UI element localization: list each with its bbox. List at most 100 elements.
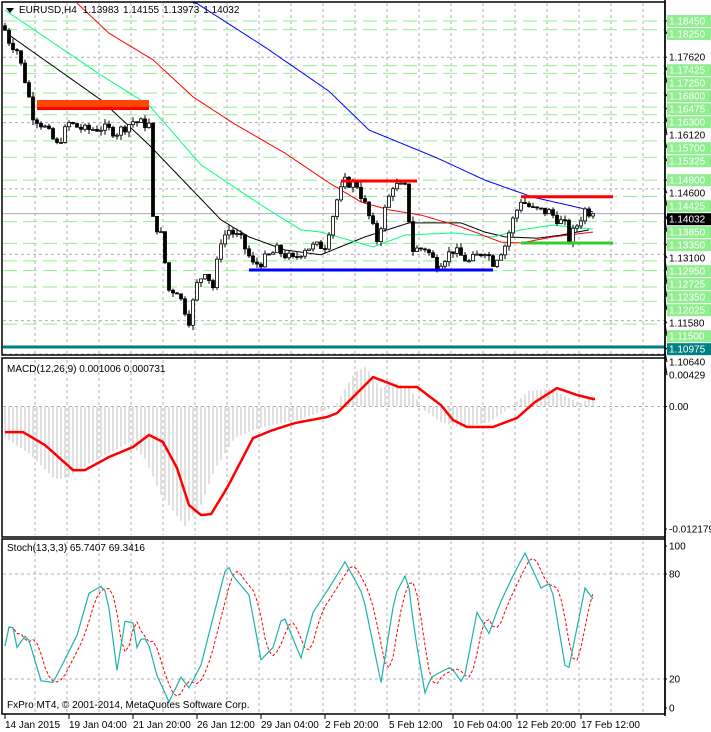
candle — [147, 118, 151, 129]
ohlc-open: 1.13983 — [83, 5, 120, 16]
candle-body — [443, 261, 447, 267]
time-label: 21 Jan 20:00 — [133, 720, 191, 731]
level-price-label: 1.17425 — [669, 66, 706, 77]
candle-body — [511, 217, 515, 234]
level-price-label-bg — [667, 174, 711, 187]
axis-tick — [664, 260, 668, 272]
candle — [527, 201, 531, 208]
grid — [3, 3, 665, 712]
macd-axis-label-group: 0.00 — [665, 402, 689, 413]
ohlc-close: 1.14032 — [203, 5, 240, 16]
candle-body — [587, 208, 591, 217]
candle-body — [367, 201, 371, 217]
candle-body — [127, 124, 131, 133]
candle-body — [359, 186, 363, 199]
candle-body — [391, 188, 395, 197]
candle — [451, 251, 455, 258]
candle-body — [299, 255, 303, 258]
stoch-axis-label-group: 20 — [665, 675, 681, 686]
candle-body — [331, 216, 335, 236]
level-price-label: 1.11500 — [669, 332, 705, 343]
candle — [375, 220, 379, 245]
candle — [231, 227, 235, 238]
candle-body — [67, 122, 71, 128]
stoch-signal-line — [4, 557, 594, 697]
stoch-main-line — [4, 551, 594, 704]
grid-price-label: 1.17620 — [669, 53, 706, 64]
candle-body — [515, 209, 519, 219]
candle-body — [403, 182, 407, 185]
candle — [315, 241, 319, 247]
candle-body — [291, 252, 295, 257]
candle — [335, 198, 339, 220]
candle-body — [363, 198, 367, 203]
time-label: 14 Jan 2015 — [5, 720, 60, 731]
macd-axis-label-group: -0.012179 — [665, 525, 711, 536]
level-price-label: 1.13850 — [669, 228, 706, 239]
candle — [383, 204, 387, 232]
candle-body — [459, 247, 463, 256]
candle — [471, 251, 475, 262]
axis-tick — [664, 122, 668, 136]
candle-body — [27, 82, 31, 98]
level-price-label-bg — [667, 64, 711, 77]
level-price-label-bg — [667, 142, 711, 155]
candle — [547, 207, 551, 215]
candle-body — [191, 299, 195, 326]
candle-body — [519, 201, 523, 211]
axis-tick — [664, 114, 668, 123]
collapse-triangle-icon[interactable] — [6, 8, 14, 13]
candle — [475, 250, 479, 256]
resistance-orange[interactable] — [37, 100, 149, 109]
axis-tick — [664, 213, 668, 220]
candle-body — [491, 255, 495, 267]
candle-body — [467, 260, 471, 263]
level-price-label-bg — [667, 116, 711, 129]
time-label: 2 Feb 20:00 — [325, 720, 379, 731]
candle — [323, 244, 327, 254]
candle — [587, 206, 591, 219]
candle — [43, 124, 47, 128]
axis-tick — [664, 254, 668, 259]
symbol-timeframe: EURUSD,H4 — [19, 5, 77, 16]
candle — [183, 296, 187, 317]
candle-body — [503, 245, 507, 256]
candle-body — [259, 263, 263, 268]
candle — [111, 125, 115, 138]
stoch-axis-label: 80 — [669, 570, 681, 581]
grid-price-label-group: 1.17620 — [665, 53, 706, 64]
candle-body — [3, 25, 7, 31]
time-label: 10 Feb 04:00 — [453, 720, 512, 731]
candle-body — [371, 215, 375, 224]
level-price-label-bg — [667, 155, 711, 168]
candle — [483, 253, 487, 259]
candle-body — [483, 254, 487, 257]
stoch-axis-label-group: 100 — [665, 542, 686, 553]
candle — [175, 292, 179, 295]
candle-body — [495, 259, 499, 267]
candle — [407, 183, 411, 224]
candle-body — [19, 50, 23, 64]
candle — [7, 27, 11, 46]
candle-body — [407, 183, 411, 223]
candle — [211, 278, 215, 291]
candle-body — [31, 96, 35, 121]
drawn-lines[interactable] — [3, 100, 665, 349]
level-price-label: 1.12950 — [669, 267, 706, 278]
candle — [523, 197, 527, 205]
candle — [227, 225, 231, 240]
price-axis: 1.18450 1.18250 1.17620 1.17425 1.17250 1.168… — [664, 15, 711, 715]
candle — [419, 247, 423, 252]
candle-body — [223, 234, 227, 245]
candle-body — [239, 233, 243, 236]
ohlc-high: 1.14155 — [123, 5, 160, 16]
level-price-label-group: 1.15325 — [664, 155, 711, 168]
candle — [71, 121, 75, 125]
candle-body — [151, 122, 155, 217]
candle — [83, 123, 87, 132]
level-price-label-bg — [667, 28, 711, 40]
candle — [215, 256, 219, 290]
level-price-label-bg — [667, 226, 711, 239]
candle-body — [431, 252, 435, 258]
